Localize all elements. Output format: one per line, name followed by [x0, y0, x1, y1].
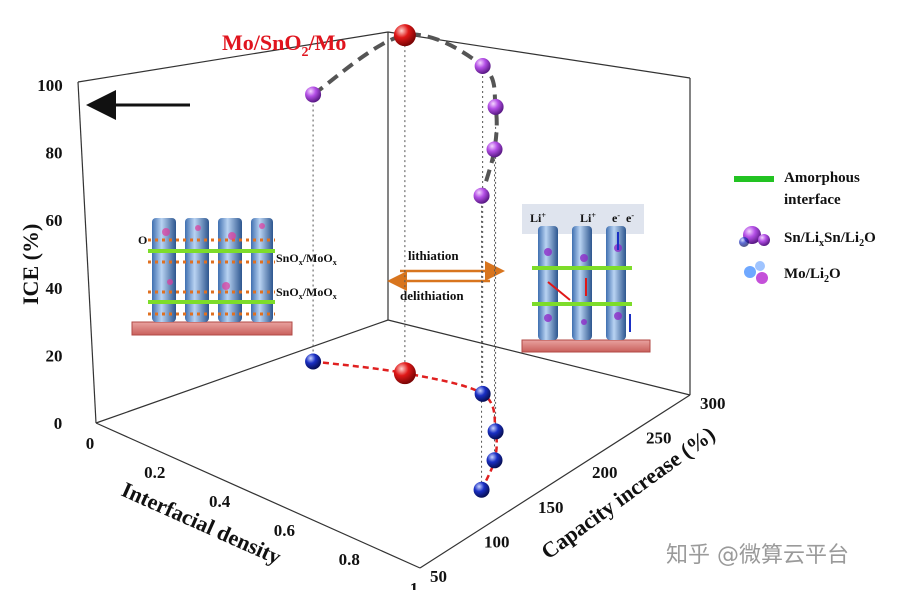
x-axis-ticks: 0 0.2 0.4 0.6 0.8 1 [86, 434, 419, 590]
inset-e-2: e- [626, 211, 634, 225]
inset-li-2: Li+ [580, 211, 596, 225]
ice-point [305, 86, 322, 103]
ice-point [486, 141, 503, 158]
z-axis-ticks: 50 100 150 200 250 300 [430, 394, 726, 586]
ice-point [473, 187, 490, 204]
z-tick-label: 150 [538, 498, 564, 517]
floor-point [486, 452, 503, 469]
x-axis-label: Interfacial density [118, 477, 285, 570]
y-tick-label: 100 [37, 76, 63, 95]
legend-mo-label: Mo/Li2O [784, 266, 841, 285]
legend-amorphous-swatch [734, 176, 774, 182]
delithiation-label: delithiation [400, 288, 464, 303]
floor-point [487, 423, 504, 440]
x-tick-label: 1 [410, 579, 419, 590]
legend-amorphous-line2: interface [784, 192, 841, 208]
x-tick-label: 0.4 [209, 492, 231, 511]
legend-amorphous-line1: Amorphous [784, 170, 860, 186]
inset-bottom-label: SnOx/MoOx [276, 285, 337, 301]
y-tick-label: 80 [46, 144, 63, 163]
z-tick-label: 100 [484, 532, 510, 551]
inset-e-1: e- [612, 211, 620, 225]
ice-point [474, 58, 491, 75]
legend-mo-icon [744, 261, 768, 284]
y-tick-label: 20 [46, 346, 63, 365]
inset-li-1: Li+ [530, 211, 546, 225]
inset-top-label: SnOx/MoOx [276, 251, 337, 267]
z-tick-label: 50 [430, 567, 447, 586]
chart-title: Mo/SnO2/Mo [222, 30, 346, 60]
drop-lines [312, 35, 497, 490]
y-tick-label: 0 [54, 414, 63, 433]
z-tick-label: 200 [592, 463, 618, 482]
inset-o-label: O [138, 233, 147, 247]
x-tick-label: 0.8 [339, 550, 360, 569]
data-points [305, 24, 504, 498]
legend: Amorphous interface Sn/LixSn/Li2O Mo/Li2… [734, 170, 876, 285]
floor-point [393, 362, 416, 385]
legend-sn-icon [739, 226, 770, 247]
z-tick-label: 250 [646, 429, 672, 448]
lithiation-label: lithiation [408, 248, 459, 263]
right-inset-illustration: Li+ Li+ e- e- [521, 204, 651, 353]
floor-point [474, 385, 491, 402]
y-tick-label: 40 [46, 279, 63, 298]
ice-point [393, 24, 416, 47]
watermark: 知乎 @微算云平台 [666, 543, 849, 568]
legend-sn-label: Sn/LixSn/Li2O [784, 230, 876, 249]
y-tick-label: 60 [46, 211, 63, 230]
y-axis-ticks: 0 20 40 60 80 100 [37, 76, 63, 433]
x-tick-label: 0.2 [144, 463, 165, 482]
ice-point [487, 98, 504, 115]
y-axis-label: ICE (%) [18, 224, 43, 305]
left-inset-illustration: O SnOx/MoOx SnOx/MoOx [131, 218, 337, 336]
top-series-curve [311, 32, 499, 197]
x-tick-label: 0 [86, 434, 95, 453]
floor-point [473, 481, 490, 498]
z-tick-label: 300 [700, 394, 726, 413]
floor-point [305, 353, 322, 370]
x-tick-label: 0.6 [274, 521, 295, 540]
lithiation-arrows: lithiation delithiation [387, 248, 505, 303]
